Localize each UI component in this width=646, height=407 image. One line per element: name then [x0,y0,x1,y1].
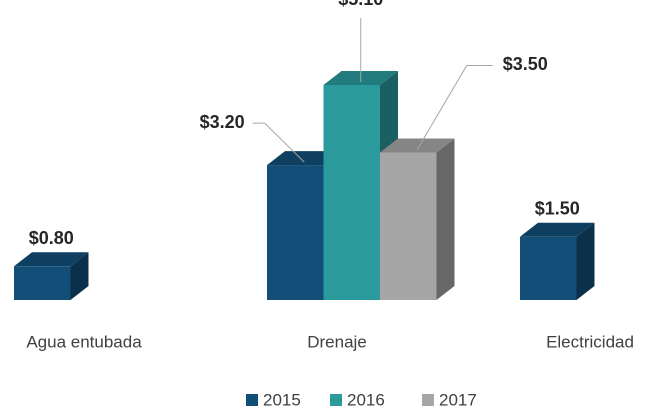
x-tick-label: Agua entubada [26,332,142,351]
bar [323,85,380,300]
data-label: $1.50 [535,199,580,219]
bar-side [436,138,455,300]
leader-line [252,122,305,163]
bar-side [576,222,595,300]
data-label: $0.80 [29,228,74,248]
legend-swatch [422,394,434,406]
leader-line [416,64,493,150]
legend-label: 2017 [439,390,477,407]
bar [14,266,71,300]
bar [267,165,324,300]
legend-swatch [330,394,342,406]
legend-label: 2016 [347,390,385,407]
bar-top [267,151,342,166]
bar-top [14,252,89,267]
bar [520,236,577,300]
data-label: $3.20 [200,112,245,132]
x-tick-label: Electricidad [546,332,634,351]
legend-swatch [246,394,258,406]
data-label: $5.10 [338,0,383,9]
legend-label: 2015 [263,390,301,407]
x-tick-label: Drenaje [307,332,367,351]
bar-side [70,252,89,300]
bar-top [520,222,595,237]
bar-top [380,138,455,153]
data-label: $3.50 [503,54,548,74]
bar [380,152,437,300]
